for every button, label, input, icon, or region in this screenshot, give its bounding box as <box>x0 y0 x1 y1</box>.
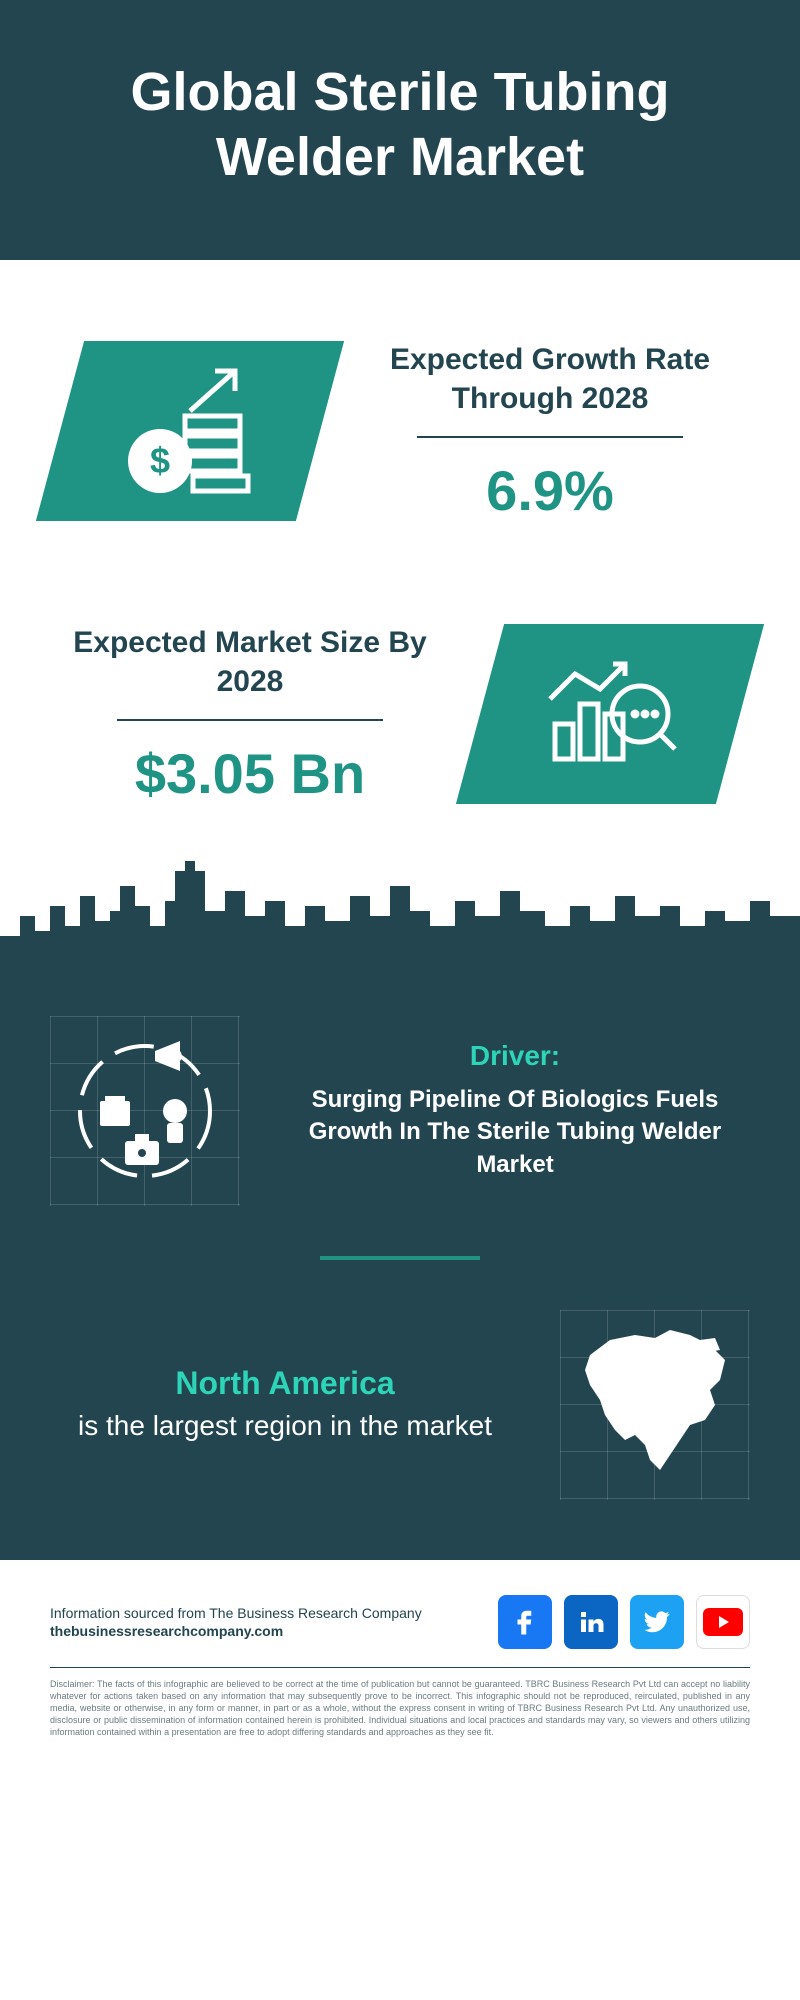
disclaimer-text: Disclaimer: The facts of this infographi… <box>50 1678 750 1739</box>
social-icons-row <box>498 1595 750 1649</box>
region-description: is the largest region in the market <box>50 1408 520 1444</box>
size-section: Expected Market Size By 2028 $3.05 Bn <box>0 573 800 856</box>
driver-icon-container <box>50 1016 240 1206</box>
growth-stat: Expected Growth Rate Through 2028 6.9% <box>360 340 740 523</box>
driver-row: Driver: Surging Pipeline Of Biologics Fu… <box>50 1016 750 1206</box>
twitter-icon[interactable] <box>630 1595 684 1649</box>
marketing-icon <box>50 1016 240 1206</box>
facebook-icon[interactable] <box>498 1595 552 1649</box>
dark-info-section: Driver: Surging Pipeline Of Biologics Fu… <box>0 976 800 1560</box>
money-growth-icon: $ <box>115 366 265 496</box>
driver-description: Surging Pipeline Of Biologics Fuels Grow… <box>280 1084 750 1181</box>
growth-value: 6.9% <box>360 458 740 523</box>
driver-text-block: Driver: Surging Pipeline Of Biologics Fu… <box>280 1040 750 1181</box>
skyline-silhouette <box>0 856 800 976</box>
linkedin-icon[interactable] <box>564 1595 618 1649</box>
growth-label: Expected Growth Rate Through 2028 <box>360 340 740 418</box>
spacer <box>0 260 800 290</box>
source-url: thebusinessresearchcompany.com <box>50 1623 422 1639</box>
size-icon-shape <box>456 624 764 804</box>
divider <box>117 719 383 721</box>
footer-top-row: Information sourced from The Business Re… <box>50 1595 750 1649</box>
size-stat: Expected Market Size By 2028 $3.05 Bn <box>60 623 440 806</box>
header-banner: Global Sterile Tubing Welder Market <box>0 0 800 260</box>
page-title: Global Sterile Tubing Welder Market <box>40 60 760 190</box>
region-name: North America <box>50 1365 520 1402</box>
source-line: Information sourced from The Business Re… <box>50 1604 422 1624</box>
region-text-block: North America is the largest region in t… <box>50 1365 520 1444</box>
chart-analysis-icon <box>535 649 685 779</box>
size-label: Expected Market Size By 2028 <box>60 623 440 701</box>
north-america-map-icon <box>560 1310 750 1500</box>
divider <box>417 436 683 438</box>
size-value: $3.05 Bn <box>60 741 440 806</box>
growth-icon-shape: $ <box>36 341 344 521</box>
region-map-container <box>560 1310 750 1500</box>
teal-divider <box>320 1256 480 1260</box>
driver-label: Driver: <box>280 1040 750 1072</box>
youtube-icon[interactable] <box>696 1595 750 1649</box>
source-block: Information sourced from The Business Re… <box>50 1604 422 1640</box>
svg-text:$: $ <box>150 440 170 481</box>
disclaimer-divider <box>50 1667 750 1668</box>
growth-section: $ Expected Growth Rate Through 2028 6.9% <box>0 290 800 573</box>
footer: Information sourced from The Business Re… <box>0 1560 800 1769</box>
region-row: North America is the largest region in t… <box>50 1310 750 1500</box>
